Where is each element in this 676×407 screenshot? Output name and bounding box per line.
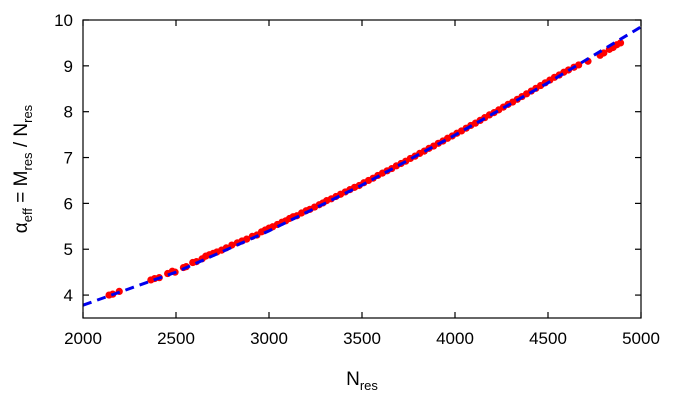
data-point <box>575 61 583 69</box>
x-tick-label: 2500 <box>157 329 195 348</box>
x-tick-label: 4000 <box>436 329 474 348</box>
x-axis: 2000 2500 3000 3500 4000 4500 5000 <box>64 20 660 348</box>
y-axis-label-part: = M <box>11 171 32 208</box>
y-axis-label-sub: res <box>20 152 35 171</box>
x-axis-label-main: N <box>346 369 360 390</box>
y-tick-label: 8 <box>64 103 73 122</box>
y-axis-label-sub: eff <box>20 208 35 223</box>
x-tick-label: 3000 <box>250 329 288 348</box>
data-point <box>616 39 625 47</box>
y-tick-label: 5 <box>64 240 73 259</box>
x-axis-label-sub: res <box>360 378 379 393</box>
y-axis-label-part: / N <box>11 123 32 153</box>
x-tick-label: 3500 <box>343 329 381 348</box>
y-tick-label: 6 <box>64 194 73 213</box>
plot-data <box>82 25 642 307</box>
x-tick-label: 5000 <box>622 329 660 348</box>
y-tick-label: 4 <box>64 286 73 305</box>
y-axis-label-part: α <box>11 222 32 233</box>
x-tick-label: 4500 <box>529 329 567 348</box>
y-tick-label: 10 <box>54 11 73 30</box>
x-axis-label: Nres <box>346 369 378 393</box>
y-axis-label: αeff = Mres / Nres <box>11 104 35 233</box>
y-tick-label: 9 <box>64 57 73 76</box>
y-tick-label: 7 <box>64 149 73 168</box>
fit-line <box>82 25 642 307</box>
scatter-series <box>105 39 625 299</box>
y-axis: 4 5 6 7 8 9 10 <box>54 11 641 305</box>
data-point <box>243 235 251 243</box>
y-axis-label-sub: res <box>20 104 35 123</box>
x-tick-label: 2000 <box>64 329 102 348</box>
